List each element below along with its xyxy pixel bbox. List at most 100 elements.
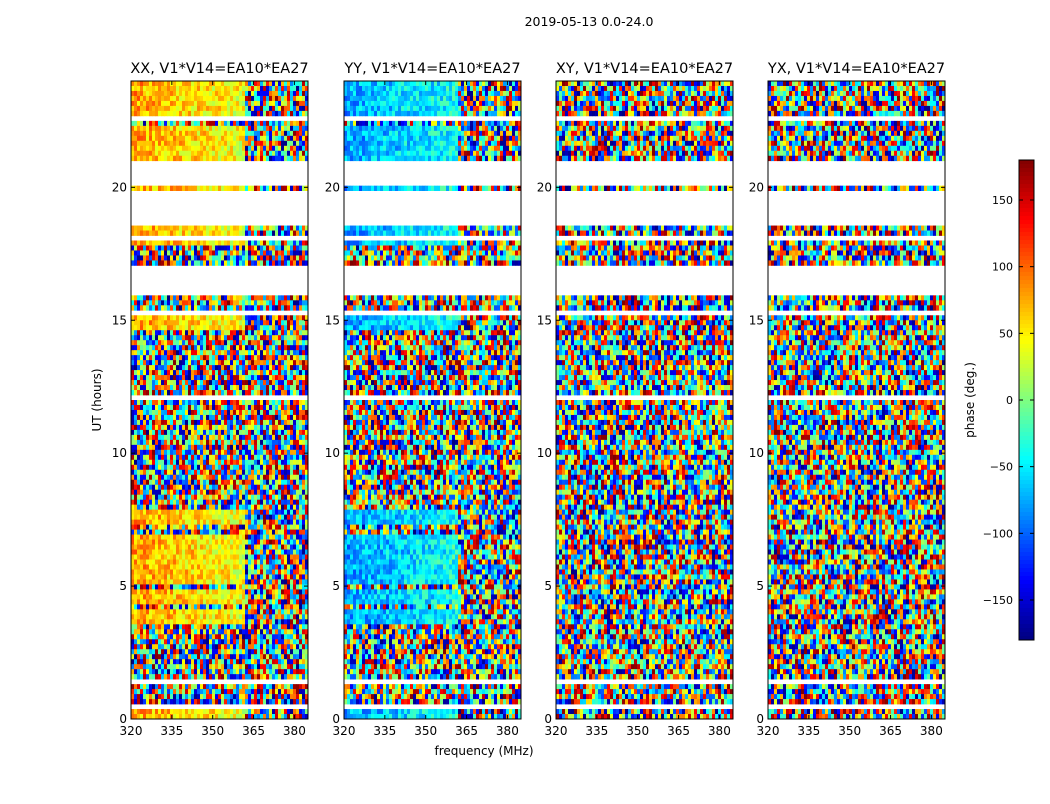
heatmap-cell [215,230,219,236]
heatmap-cell [191,95,195,102]
heatmap-cell [296,380,300,386]
heatmap-cell [143,360,147,366]
heatmap-cell [191,81,195,87]
heatmap-cell [230,360,234,366]
heatmap-cell [164,539,168,545]
heatmap-cell [152,375,156,381]
heatmap-cell [278,579,282,585]
heatmap-cell [287,245,291,251]
heatmap-cell [215,130,219,137]
heatmap-cell [215,385,219,391]
heatmap-cell [194,130,198,137]
heatmap-cell [230,529,234,535]
heatmap-cell [167,554,171,560]
heatmap-cell [131,499,135,506]
heatmap-cell [197,250,201,256]
heatmap-cell [218,345,222,351]
heatmap-cell [206,325,210,331]
heatmap-cell [152,135,156,142]
heatmap-cell [236,424,240,431]
heatmap-cell [161,459,165,466]
heatmap-cell [281,390,285,396]
heatmap-cell [242,150,246,157]
heatmap-cell [179,434,183,441]
heatmap-cell [305,589,309,595]
heatmap-cell [182,524,186,530]
heatmap-cell [266,390,270,396]
heatmap-cell [176,315,180,321]
heatmap-cell [203,549,207,555]
heatmap-cell [185,424,189,431]
heatmap-cell [251,404,255,411]
heatmap-cell [239,499,243,506]
heatmap-cell [170,100,174,107]
heatmap-cell [206,345,210,351]
heatmap-cell [212,125,216,132]
heatmap-cell [215,305,219,311]
heatmap-cell [260,549,264,555]
heatmap-cell [200,95,204,102]
heatmap-cell [230,524,234,530]
heatmap-cell [185,529,189,535]
heatmap-cell [278,350,282,356]
heatmap-cell [134,434,138,441]
heatmap-cell [251,454,255,461]
heatmap-cell [161,484,165,491]
heatmap-cell [146,579,150,585]
heatmap-cell [173,330,177,336]
heatmap-cell [296,150,300,157]
heatmap-cell [263,479,267,486]
heatmap-cell [224,589,228,595]
heatmap-cell [143,509,147,515]
heatmap-cell [137,340,141,346]
heatmap-cell [173,135,177,142]
heatmap-cell [161,409,165,416]
heatmap-cell [170,444,174,451]
heatmap-cell [302,245,306,251]
heatmap-cell [209,499,213,506]
heatmap-cell [281,474,285,481]
heatmap-cell [221,150,225,157]
heatmap-cell [305,230,309,236]
heatmap-cell [176,245,180,251]
heatmap-cell [155,479,159,486]
heatmap-cell [143,479,147,486]
heatmap-cell [200,574,204,580]
heatmap-cell [257,444,261,451]
heatmap-cell [278,340,282,346]
heatmap-cell [137,579,141,585]
heatmap-cell [260,514,264,520]
heatmap-cell [209,419,213,426]
heatmap-cell [161,370,165,376]
heatmap-cell [191,125,195,132]
heatmap-cell [224,185,228,191]
heatmap-cell [137,414,141,421]
heatmap-cell [212,385,216,391]
heatmap-cell [230,315,234,321]
heatmap-cell [170,524,174,530]
heatmap-cell [242,564,246,570]
heatmap-cell [149,434,153,441]
heatmap-cell [173,390,177,396]
heatmap-cell [176,509,180,515]
heatmap-cell [158,409,162,416]
heatmap-cell [149,300,153,306]
heatmap-cell [257,390,261,396]
heatmap-cell [224,130,228,137]
heatmap-cell [179,514,183,520]
heatmap-cell [140,150,144,157]
heatmap-cell [296,125,300,132]
heatmap-cell [221,85,225,92]
heatmap-cell [293,469,297,476]
heatmap-cell [290,424,294,431]
heatmap-cell [155,464,159,471]
heatmap-cell [290,315,294,321]
heatmap-cell [146,130,150,137]
heatmap-cell [188,564,192,570]
heatmap-cell [254,105,258,112]
heatmap-cell [215,155,219,162]
heatmap-cell [167,434,171,441]
heatmap-cell [170,549,174,555]
heatmap-cell [179,559,183,565]
heatmap-cell [146,409,150,416]
